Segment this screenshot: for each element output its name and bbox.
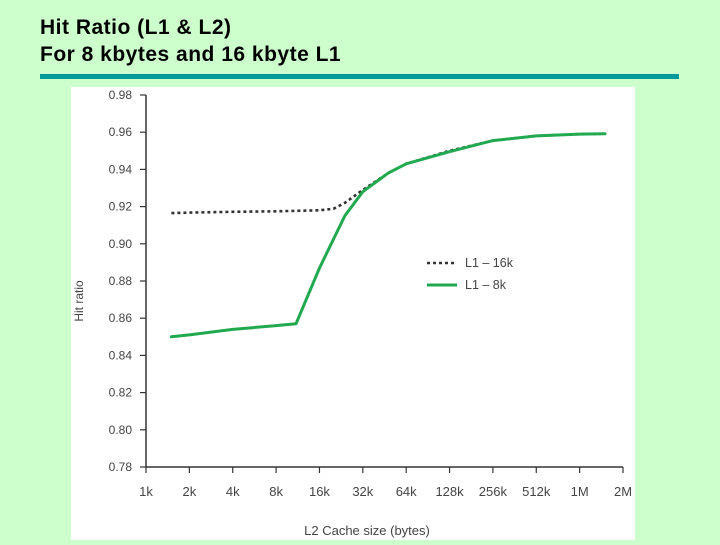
hit-ratio-chart: 0.98 0.96 0.94 0.92 0.90 0.88 0.86 0.84 0.82 0.80… xyxy=(72,88,632,538)
x-tick-label: 128k xyxy=(435,484,464,499)
x-tick-label: 64k xyxy=(396,484,417,499)
x-tick-label: 512k xyxy=(522,484,551,499)
y-tick-label: 0.90 xyxy=(109,237,133,251)
y-tick-label: 0.94 xyxy=(109,162,133,176)
x-tick-label: 4k xyxy=(226,484,240,499)
y-tick-label: 0.80 xyxy=(109,423,133,437)
y-tick-label: 0.96 xyxy=(109,125,133,139)
x-tick-label: 2M xyxy=(614,484,632,499)
x-tick-label: 1M xyxy=(571,484,589,499)
y-axis-label: Hit ratio xyxy=(72,280,86,322)
x-tick-label: 16k xyxy=(309,484,330,499)
slide-title-line-1: Hit Ratio (L1 & L2) xyxy=(40,16,232,39)
y-tick-label: 0.88 xyxy=(109,274,133,288)
series-line-l1-16k xyxy=(171,132,606,215)
legend-label: L1 – 8k xyxy=(465,278,507,292)
y-tick-label: 0.84 xyxy=(109,348,133,362)
x-tick-label: 32k xyxy=(352,484,373,499)
chart-axes: 0.98 0.96 0.94 0.92 0.90 0.88 0.86 0.84 0.82 0.80… xyxy=(109,88,632,499)
chart-panel: 0.98 0.96 0.94 0.92 0.90 0.88 0.86 0.84 0.82 0.80… xyxy=(71,87,635,540)
y-tick-label: 0.86 xyxy=(109,311,133,325)
y-tick-label: 0.78 xyxy=(109,460,133,474)
x-tick-label: 1k xyxy=(139,484,153,499)
x-axis-label: L2 Cache size (bytes) xyxy=(304,523,430,538)
x-tick-label: 8k xyxy=(269,484,283,499)
chart-legend: L1 – 16k L1 – 8k xyxy=(427,256,514,292)
y-tick-label: 0.82 xyxy=(109,386,133,400)
x-tick-label: 2k xyxy=(182,484,196,499)
slide-title-line-2: For 8 kbytes and 16 kbyte L1 xyxy=(40,43,342,66)
slide-title: Hit Ratio (L1 & L2) For 8 kbytes and 16 … xyxy=(40,14,341,68)
series-line-l1-8k xyxy=(169,132,607,339)
x-tick-label: 256k xyxy=(479,484,508,499)
y-tick-label: 0.92 xyxy=(109,200,133,214)
chart-series xyxy=(169,132,607,339)
title-divider xyxy=(40,74,679,79)
legend-label: L1 – 16k xyxy=(465,256,514,270)
y-tick-label: 0.98 xyxy=(109,88,133,102)
